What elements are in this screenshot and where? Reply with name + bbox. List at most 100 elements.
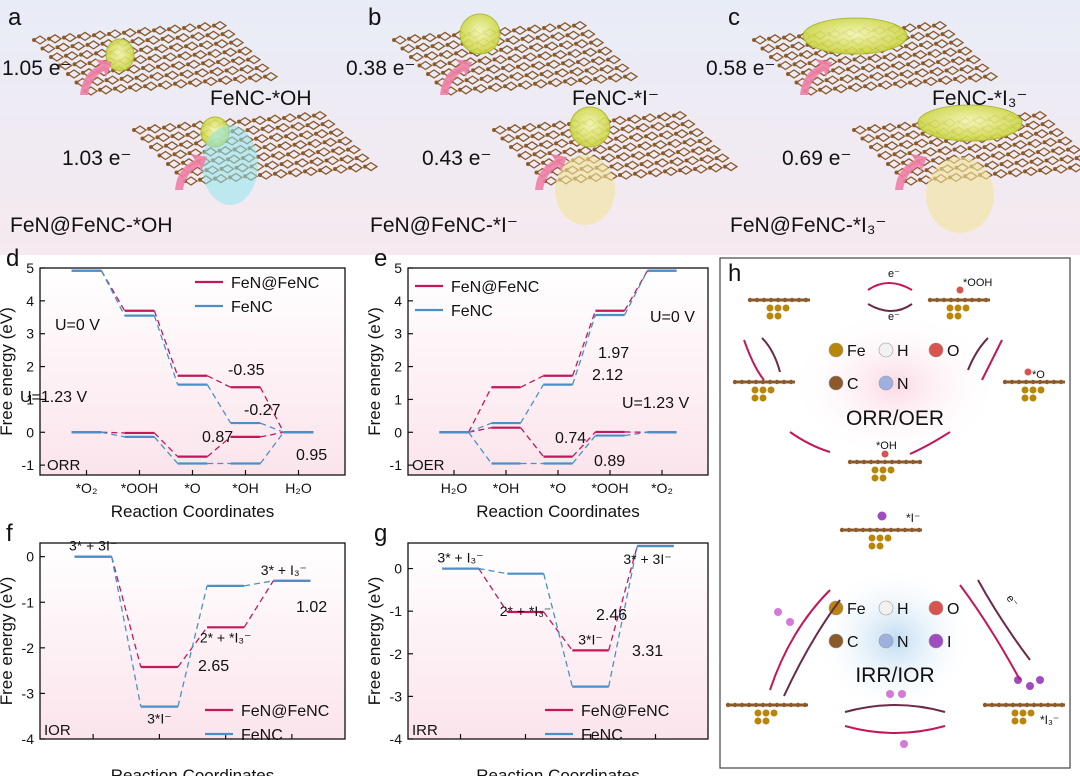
carbon-ring bbox=[934, 39, 950, 49]
carbon-atom bbox=[203, 79, 207, 84]
carbon-ring bbox=[478, 55, 493, 66]
carbon-atom bbox=[839, 76, 844, 81]
carbon-atom bbox=[119, 76, 124, 81]
carbon-atom bbox=[277, 143, 282, 148]
carbon-ring bbox=[521, 34, 536, 44]
carbon-atom bbox=[584, 68, 589, 73]
carbon-ring bbox=[638, 141, 653, 151]
bottom-charge-c: 0.69 e⁻ bbox=[782, 147, 851, 170]
carbon-atom bbox=[437, 34, 441, 39]
carbon-ring bbox=[512, 25, 528, 36]
panel-letter-a: a bbox=[8, 4, 22, 31]
carbon-ring bbox=[1045, 155, 1060, 166]
y-tick-label: -1 bbox=[390, 603, 403, 619]
fe-cluster-atom bbox=[774, 304, 782, 312]
arrow-orr-top-2 bbox=[867, 303, 913, 312]
carbon-ring bbox=[392, 35, 408, 45]
e-label-right: e⁻ bbox=[1004, 593, 1021, 610]
carbon-atom bbox=[333, 167, 337, 171]
carbon-ring bbox=[486, 64, 502, 74]
carbon-ring bbox=[329, 127, 345, 138]
carbon-ring bbox=[148, 53, 163, 64]
carbon-atom bbox=[207, 51, 212, 56]
carbon-atom bbox=[884, 73, 889, 78]
slab-atom bbox=[910, 459, 916, 465]
slab-atom bbox=[802, 702, 808, 708]
carbon-atom bbox=[944, 139, 948, 143]
carbon-ring bbox=[546, 59, 562, 70]
carbon-ring bbox=[793, 59, 808, 70]
carbon-ring bbox=[171, 131, 186, 141]
carbon-ring bbox=[355, 153, 370, 163]
legend-atom-H bbox=[878, 342, 894, 358]
carbon-ring bbox=[576, 57, 592, 67]
slab-atom bbox=[1023, 379, 1029, 385]
connector-u0-1 bbox=[100, 270, 126, 316]
connector-u123-0 bbox=[206, 436, 232, 458]
carbon-atom bbox=[714, 156, 719, 161]
carbon-ring bbox=[723, 161, 739, 172]
panel-letter-b: b bbox=[368, 4, 381, 31]
carbon-atom bbox=[1012, 142, 1017, 147]
slab-atom bbox=[860, 527, 866, 533]
carbon-atom bbox=[279, 162, 284, 167]
carbon-ring bbox=[416, 42, 431, 53]
connector-u123-1 bbox=[572, 435, 596, 464]
carbon-ring bbox=[891, 60, 907, 71]
x-category-label: *OH bbox=[232, 480, 258, 496]
slab-atom bbox=[853, 527, 859, 533]
carbon-atom bbox=[533, 81, 537, 86]
carbon-ring bbox=[86, 40, 101, 50]
carbon-ring bbox=[943, 47, 958, 58]
carbon-atom bbox=[514, 46, 518, 51]
carbon-atom bbox=[237, 119, 241, 124]
carbon-atom bbox=[503, 84, 507, 89]
carbon-ring bbox=[426, 69, 442, 79]
carbon-atom bbox=[509, 145, 513, 149]
carbon-atom bbox=[890, 134, 895, 139]
slab-atom bbox=[1044, 379, 1050, 385]
annotation-f: IOR bbox=[44, 722, 71, 739]
carbon-atom bbox=[85, 42, 90, 47]
carbon-atom bbox=[968, 75, 972, 80]
carbon-ring bbox=[908, 77, 924, 88]
carbon-ring bbox=[252, 115, 268, 126]
carbon-ring bbox=[1015, 158, 1030, 168]
carbon-atom bbox=[430, 44, 435, 49]
carbon-ring bbox=[221, 29, 236, 39]
slab-atom bbox=[917, 459, 923, 465]
carbon-atom bbox=[860, 136, 865, 141]
carbon-ring bbox=[454, 48, 470, 59]
carbon-ring bbox=[1068, 163, 1080, 173]
carbon-atom bbox=[920, 131, 925, 136]
carbon-atom bbox=[542, 26, 546, 30]
slab-atom bbox=[882, 459, 888, 465]
carbon-atom bbox=[216, 60, 220, 64]
carbon-ring bbox=[263, 71, 279, 82]
carbon-atom bbox=[837, 58, 842, 63]
connector-u0-0 bbox=[100, 270, 126, 312]
carbon-ring bbox=[147, 124, 163, 134]
carbon-atom bbox=[767, 36, 771, 41]
carbon-atom bbox=[92, 33, 96, 38]
carbon-ring bbox=[291, 121, 306, 132]
depletion-region-a bbox=[202, 125, 258, 205]
panel-h-mechanism: h Fe H OC NFe H OC N I ORR/OER IRR/IOR *OOH *O … bbox=[719, 257, 1071, 769]
carbon-atom bbox=[854, 75, 859, 80]
legend-atom-O bbox=[928, 600, 944, 616]
carbon-atom bbox=[172, 152, 177, 157]
orr-legend: Fe H O C N bbox=[828, 342, 959, 393]
carbon-ring bbox=[891, 131, 906, 141]
carbon-atom bbox=[923, 79, 927, 84]
carbon-ring bbox=[552, 120, 568, 130]
structure-right-top bbox=[927, 297, 990, 320]
carbon-atom bbox=[546, 62, 550, 67]
carbon-ring bbox=[555, 68, 570, 78]
carbon-atom bbox=[561, 61, 565, 66]
carbon-ring bbox=[897, 121, 913, 132]
carbon-ring bbox=[904, 41, 920, 51]
carbon-atom bbox=[824, 78, 829, 83]
carbon-atom bbox=[609, 164, 614, 169]
carbon-atom bbox=[667, 141, 672, 146]
y-axis-title-g: Free energy (eV) bbox=[365, 577, 384, 706]
